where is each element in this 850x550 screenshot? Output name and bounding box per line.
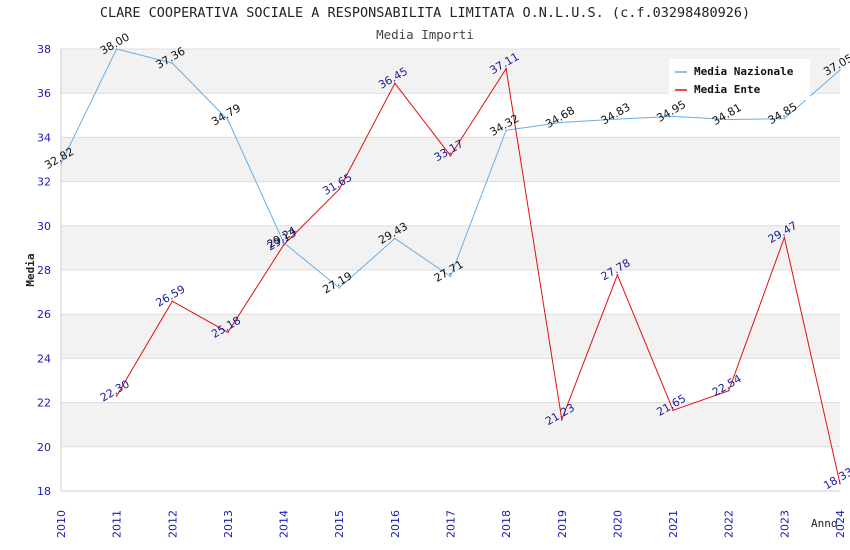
data-point xyxy=(616,118,619,120)
y-tick-label: 28 xyxy=(37,264,51,277)
data-point xyxy=(338,188,341,191)
x-tick-label: 2022 xyxy=(723,510,736,538)
data-point xyxy=(171,300,174,302)
data-point xyxy=(394,82,396,85)
data-point xyxy=(672,409,674,412)
data-point xyxy=(115,48,118,50)
x-tick-label: 2018 xyxy=(500,510,513,538)
plot-band xyxy=(61,402,840,447)
y-tick-label: 32 xyxy=(37,176,51,189)
y-tick-label: 18 xyxy=(37,485,51,498)
x-tick-label: 2010 xyxy=(55,510,68,538)
y-axis-ticks: 18 20 22 24 26 28 30 32 34 36 38 xyxy=(37,43,51,498)
legend-label-media-ente: Media Ente xyxy=(694,83,761,96)
data-point xyxy=(783,236,786,239)
data-point xyxy=(227,331,229,334)
y-axis-label: Media xyxy=(24,253,37,286)
plot-background xyxy=(61,49,840,491)
x-axis-ticks: 2010 2011 2012 2013 2014 2015 2016 2017 2018 2019… xyxy=(55,510,847,538)
x-tick-label: 2024 xyxy=(834,510,847,538)
plot-band xyxy=(61,446,840,491)
data-point xyxy=(115,395,118,397)
y-tick-label: 36 xyxy=(37,87,51,100)
series-lines xyxy=(60,48,841,485)
plot-band xyxy=(61,225,840,270)
data-point xyxy=(839,482,841,485)
data-point xyxy=(282,241,285,244)
chart-title: CLARE COOPERATIVA SOCIALE A RESPONSABILI… xyxy=(99,5,751,21)
y-tick-label: 26 xyxy=(37,308,51,321)
plot-band xyxy=(61,358,840,403)
x-tick-label: 2014 xyxy=(278,510,291,538)
x-tick-label: 2023 xyxy=(778,510,791,538)
data-point xyxy=(505,67,507,70)
x-tick-label: 2020 xyxy=(611,510,624,538)
data-point xyxy=(727,389,730,392)
data-point xyxy=(839,69,841,71)
data-point xyxy=(60,162,62,165)
y-tick-label: 20 xyxy=(37,441,51,454)
data-point xyxy=(616,274,619,276)
x-tick-label: 2013 xyxy=(222,510,235,538)
gridlines xyxy=(60,48,840,492)
series-line-media-ente xyxy=(116,67,841,484)
y-tick-label: 38 xyxy=(37,43,51,56)
y-tick-label: 34 xyxy=(37,131,51,144)
y-tick-label: 22 xyxy=(37,397,51,410)
x-tick-label: 2011 xyxy=(111,510,124,538)
data-point xyxy=(394,237,396,240)
x-axis-label: Anno xyxy=(811,517,838,530)
plot-band xyxy=(61,181,840,226)
y-tick-label: 24 xyxy=(37,352,51,365)
plot-band xyxy=(61,314,840,359)
x-tick-label: 2015 xyxy=(333,510,346,538)
data-point xyxy=(560,121,563,124)
data-point xyxy=(227,119,229,121)
plot-band xyxy=(61,270,840,315)
data-point xyxy=(449,154,452,157)
data-point xyxy=(727,118,730,121)
data-point xyxy=(505,129,507,132)
x-tick-label: 2019 xyxy=(556,510,569,538)
data-point xyxy=(282,244,285,246)
data-point xyxy=(783,117,786,120)
data-point xyxy=(171,62,174,64)
chart-subtitle: Media Importi xyxy=(376,27,474,42)
data-point xyxy=(449,275,452,278)
legend-label-media-nazionale: Media Nazionale xyxy=(694,65,794,78)
legend: Media Nazionale Media Ente xyxy=(669,59,810,100)
legend-box xyxy=(669,59,810,100)
data-point xyxy=(672,115,674,118)
data-point xyxy=(560,418,563,421)
plot-band xyxy=(61,93,840,138)
x-tick-label: 2021 xyxy=(667,510,680,538)
x-tick-label: 2012 xyxy=(166,510,179,538)
x-tick-label: 2017 xyxy=(445,510,458,538)
data-point xyxy=(338,287,341,289)
plot-band xyxy=(61,137,840,182)
x-tick-label: 2016 xyxy=(389,510,402,538)
y-tick-label: 30 xyxy=(37,220,51,233)
